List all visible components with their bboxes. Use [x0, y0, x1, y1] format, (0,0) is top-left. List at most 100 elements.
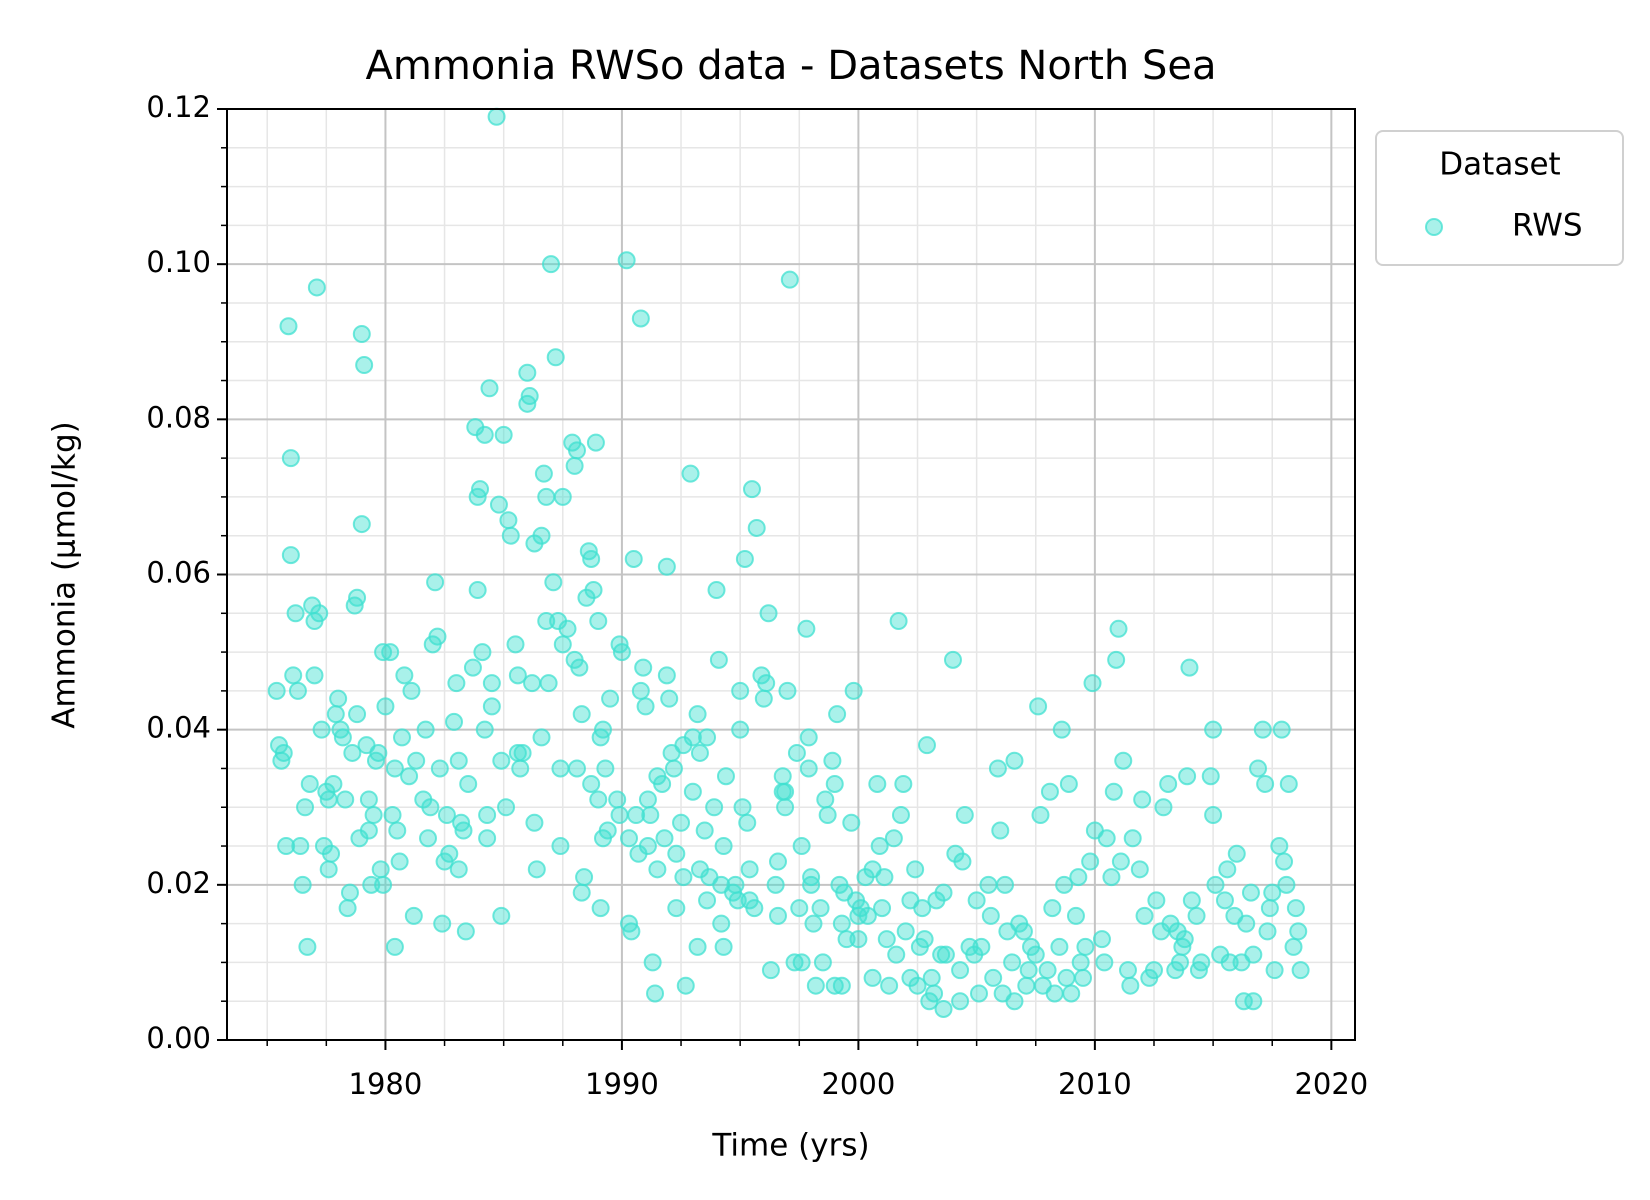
data-point [622, 922, 641, 941]
data-point [1102, 868, 1121, 887]
data-point [1253, 720, 1272, 739]
data-point [288, 681, 307, 700]
data-point [688, 937, 707, 956]
data-point [376, 697, 395, 716]
data-point [676, 976, 695, 995]
data-point [707, 581, 726, 600]
data-point [348, 705, 367, 724]
data-point [492, 906, 511, 925]
data-point [567, 441, 586, 460]
data-point [674, 868, 693, 887]
data-point [884, 829, 903, 848]
data-point [672, 813, 691, 832]
data-point [518, 363, 537, 382]
data-point [532, 728, 551, 747]
data-point [740, 860, 759, 879]
data-point [695, 821, 714, 840]
data-point [735, 549, 754, 568]
data-point [844, 681, 863, 700]
data-point [310, 604, 329, 623]
data-point [433, 914, 452, 933]
data-point [667, 844, 686, 863]
data-point [582, 774, 601, 793]
data-point [1055, 875, 1074, 894]
data-point [1005, 751, 1024, 770]
data-point [1204, 806, 1223, 825]
data-point [1097, 829, 1116, 848]
data-point [435, 852, 454, 871]
data-point [1038, 961, 1057, 980]
data-point [565, 650, 584, 669]
data-point [473, 643, 492, 662]
data-point [385, 937, 404, 956]
data-point [1189, 961, 1208, 980]
data-point [497, 798, 516, 817]
data-point [1052, 720, 1071, 739]
data-point [638, 837, 657, 856]
data-point [797, 619, 816, 638]
data-point [1284, 937, 1303, 956]
data-point [478, 829, 497, 848]
data-point [1204, 720, 1223, 739]
data-point [385, 759, 404, 778]
data-point [551, 837, 570, 856]
data-point [449, 751, 468, 770]
data-point [638, 790, 657, 809]
y-tick-label: 0.10 [146, 245, 211, 279]
data-point [917, 736, 936, 755]
data-point [584, 581, 603, 600]
data-point [305, 666, 324, 685]
data-point [690, 743, 709, 762]
x-axis-label: Time (yrs) [711, 1128, 869, 1164]
data-point [951, 961, 970, 980]
data-point [802, 875, 821, 894]
data-point [714, 937, 733, 956]
data-point [1256, 774, 1275, 793]
data-point [1076, 937, 1095, 956]
data-point [996, 875, 1015, 894]
data-point [336, 790, 355, 809]
data-point [468, 581, 487, 600]
data-point [1026, 945, 1045, 964]
data-point [527, 860, 546, 879]
data-point [1135, 906, 1154, 925]
data-point [823, 751, 842, 770]
data-point [1215, 891, 1234, 910]
y-tick-label: 0.04 [146, 711, 211, 745]
data-point [340, 883, 359, 902]
data-point [352, 324, 371, 343]
data-point [1244, 992, 1263, 1011]
data-point [381, 643, 400, 662]
data-point [875, 868, 894, 887]
data-point [1014, 922, 1033, 941]
data-point [754, 689, 773, 708]
data-point [508, 666, 527, 685]
y-axis-label: Ammonia (µmol/kg) [47, 421, 83, 728]
data-point [766, 875, 785, 894]
data-point [636, 697, 655, 716]
data-point [359, 790, 378, 809]
data-point [281, 546, 300, 565]
data-point [506, 635, 525, 654]
data-point [575, 868, 594, 887]
data-point [586, 433, 605, 452]
data-point [598, 821, 617, 840]
data-point [932, 945, 951, 964]
data-point [546, 348, 565, 367]
data-point [1289, 922, 1308, 941]
data-point [532, 526, 551, 545]
data-point [366, 751, 385, 770]
data-point [544, 573, 563, 592]
data-point [1095, 953, 1114, 972]
data-point [553, 487, 572, 506]
data-point [307, 278, 326, 297]
data-point [858, 906, 877, 925]
data-point [873, 899, 892, 918]
data-point [286, 604, 305, 623]
data-point [352, 515, 371, 534]
data-point [383, 806, 402, 825]
data-point [631, 309, 650, 328]
data-point [1107, 650, 1126, 669]
data-point [392, 728, 411, 747]
